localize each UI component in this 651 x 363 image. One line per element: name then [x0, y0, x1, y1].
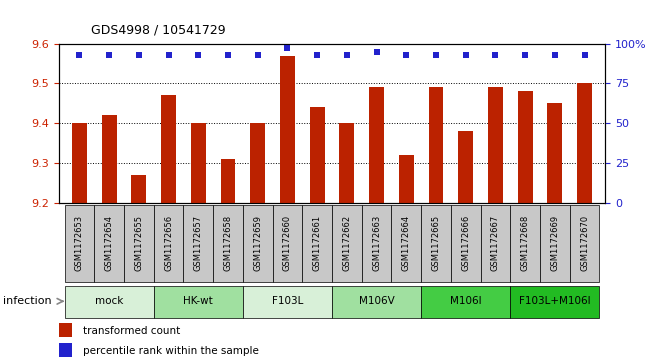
Bar — [59, 323, 72, 338]
Point — [104, 52, 115, 58]
Text: M106I: M106I — [450, 296, 482, 306]
Bar — [332, 286, 421, 318]
Bar — [540, 205, 570, 282]
Text: GSM1172661: GSM1172661 — [312, 215, 322, 271]
Point — [342, 52, 352, 58]
Bar — [124, 205, 154, 282]
Bar — [510, 286, 600, 318]
Bar — [94, 205, 124, 282]
Bar — [59, 343, 72, 357]
Bar — [362, 205, 391, 282]
Point — [253, 52, 263, 58]
Text: mock: mock — [95, 296, 123, 306]
Text: GSM1172655: GSM1172655 — [134, 215, 143, 271]
Bar — [332, 205, 362, 282]
Text: GSM1172665: GSM1172665 — [432, 215, 441, 271]
Bar — [421, 205, 451, 282]
Bar — [302, 205, 332, 282]
Point — [193, 52, 204, 58]
Point — [371, 49, 381, 54]
Text: F103L: F103L — [271, 296, 303, 306]
Text: F103L+M106I: F103L+M106I — [519, 296, 590, 306]
Bar — [191, 123, 206, 203]
Text: GSM1172659: GSM1172659 — [253, 215, 262, 271]
Text: HK-wt: HK-wt — [184, 296, 213, 306]
Bar — [428, 87, 443, 203]
Text: GSM1172656: GSM1172656 — [164, 215, 173, 271]
Bar — [280, 56, 295, 203]
Bar — [458, 131, 473, 203]
Bar — [243, 286, 332, 318]
Bar — [510, 205, 540, 282]
Bar — [339, 123, 354, 203]
Bar — [310, 107, 325, 203]
Bar — [102, 115, 117, 203]
Bar — [369, 87, 384, 203]
Bar — [154, 205, 184, 282]
Bar — [570, 205, 600, 282]
Bar — [273, 205, 302, 282]
Point — [460, 52, 471, 58]
Text: GSM1172654: GSM1172654 — [105, 215, 114, 271]
Point — [490, 52, 501, 58]
Point — [549, 52, 560, 58]
Point — [223, 52, 233, 58]
Point — [74, 52, 85, 58]
Point — [133, 52, 144, 58]
Text: infection: infection — [3, 296, 52, 306]
Bar — [154, 286, 243, 318]
Bar — [480, 205, 510, 282]
Bar — [184, 205, 213, 282]
Bar — [451, 205, 480, 282]
Text: M106V: M106V — [359, 296, 395, 306]
Point — [520, 52, 531, 58]
Point — [283, 45, 293, 51]
Text: GSM1172663: GSM1172663 — [372, 215, 381, 271]
Point — [312, 52, 322, 58]
Text: GSM1172653: GSM1172653 — [75, 215, 84, 271]
Bar — [399, 155, 414, 203]
Text: percentile rank within the sample: percentile rank within the sample — [83, 346, 259, 356]
Bar — [250, 123, 265, 203]
Text: GSM1172666: GSM1172666 — [462, 215, 470, 271]
Bar — [243, 205, 273, 282]
Point — [401, 52, 411, 58]
Bar — [132, 175, 146, 203]
Bar — [547, 103, 562, 203]
Text: GSM1172667: GSM1172667 — [491, 215, 500, 271]
Bar — [488, 87, 503, 203]
Text: GSM1172670: GSM1172670 — [580, 215, 589, 271]
Point — [163, 52, 174, 58]
Text: GDS4998 / 10541729: GDS4998 / 10541729 — [91, 23, 226, 36]
Bar — [577, 83, 592, 203]
Text: GSM1172658: GSM1172658 — [223, 215, 232, 271]
Text: transformed count: transformed count — [83, 326, 180, 336]
Point — [579, 52, 590, 58]
Text: GSM1172660: GSM1172660 — [283, 215, 292, 271]
Bar — [221, 159, 236, 203]
Text: GSM1172662: GSM1172662 — [342, 215, 352, 271]
Text: GSM1172669: GSM1172669 — [550, 215, 559, 271]
Point — [431, 52, 441, 58]
Bar — [518, 91, 533, 203]
Bar — [161, 95, 176, 203]
Bar — [421, 286, 510, 318]
Bar — [213, 205, 243, 282]
Bar — [64, 286, 154, 318]
Bar — [391, 205, 421, 282]
Bar — [64, 205, 94, 282]
Text: GSM1172668: GSM1172668 — [521, 215, 530, 271]
Bar — [72, 123, 87, 203]
Text: GSM1172664: GSM1172664 — [402, 215, 411, 271]
Text: GSM1172657: GSM1172657 — [194, 215, 202, 271]
